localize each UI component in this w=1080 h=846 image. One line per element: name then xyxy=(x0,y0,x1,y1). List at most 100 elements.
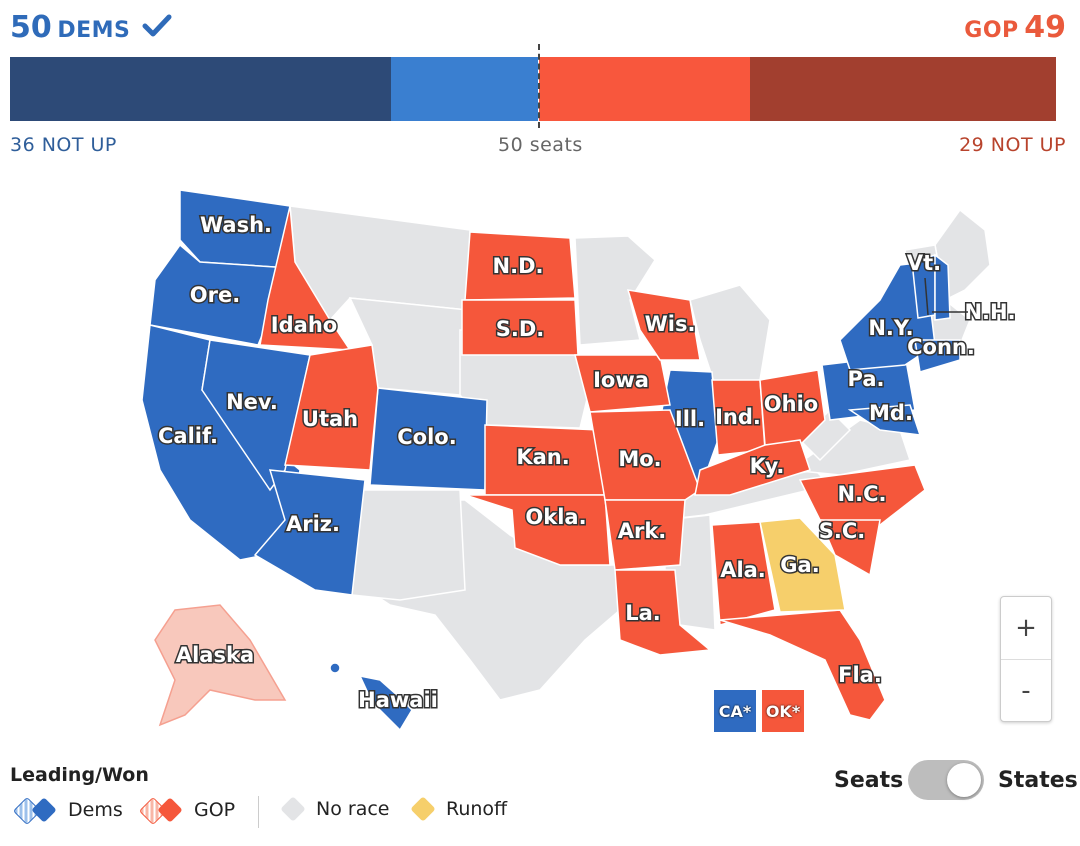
ca-special-badge[interactable]: CA* xyxy=(714,690,756,732)
gop-not-up-label: 29 NOT UP xyxy=(959,134,1066,156)
state-north-carolina[interactable] xyxy=(798,464,926,526)
state-south-carolina[interactable] xyxy=(818,519,881,577)
state-minnesota[interactable] xyxy=(574,235,656,346)
ok-special-badge[interactable]: OK* xyxy=(762,690,804,732)
state-florida[interactable] xyxy=(719,609,886,721)
state-hawaii-islet[interactable] xyxy=(329,662,341,674)
toggle-seats-label[interactable]: Seats xyxy=(834,768,904,793)
state-michigan[interactable] xyxy=(689,284,771,386)
zoom-controls: + - xyxy=(1000,596,1052,722)
label-ohio: Ohio xyxy=(764,392,818,416)
label-ind: Ind. xyxy=(715,405,761,429)
state-wyoming[interactable] xyxy=(348,297,469,396)
dem-header: 50 DEMS xyxy=(10,10,172,45)
legend-title: Leading/Won xyxy=(10,764,149,786)
dem-not-up-label: 36 NOT UP xyxy=(10,134,117,156)
legend-gop: GOP xyxy=(138,796,236,826)
seat-balance-bar xyxy=(10,57,1067,121)
state-utah[interactable] xyxy=(284,344,379,471)
label-vt: Vt. xyxy=(907,251,941,275)
seat-bar-dem-not-up xyxy=(10,57,391,121)
gop-header: GOP 49 xyxy=(964,10,1066,45)
state-arizona[interactable] xyxy=(253,469,366,596)
dem-diamond-icon xyxy=(12,796,60,826)
seats-states-toggle[interactable] xyxy=(908,760,984,800)
gop-diamond-icon xyxy=(138,796,186,826)
state-arkansas[interactable] xyxy=(604,499,686,571)
label-ala: Ala. xyxy=(720,558,766,582)
state-maryland[interactable] xyxy=(847,404,922,436)
state-connecticut[interactable] xyxy=(914,339,961,373)
label-wash: Wash. xyxy=(200,213,272,237)
check-icon xyxy=(142,14,172,37)
label-ny: N.Y. xyxy=(868,316,913,340)
majority-line xyxy=(538,44,540,128)
state-alaska[interactable] xyxy=(154,604,287,727)
label-pa: Pa. xyxy=(848,367,885,391)
legend-divider xyxy=(258,796,259,828)
seat-bar-dem-won xyxy=(390,57,539,121)
toggle-states-label[interactable]: States xyxy=(998,768,1078,793)
gop-label: GOP xyxy=(964,18,1019,43)
seat-bar-gop-not-up xyxy=(749,57,1057,121)
state-iowa[interactable] xyxy=(574,354,671,413)
legend-runoff-label: Runoff xyxy=(446,798,508,820)
legend-no-race: No race xyxy=(280,796,390,822)
state-north-dakota[interactable] xyxy=(464,231,576,301)
label-la: La. xyxy=(625,601,661,625)
legend-runoff: Runoff xyxy=(410,796,508,822)
label-kan: Kan. xyxy=(516,445,569,469)
label-ga: Ga. xyxy=(780,553,819,577)
no-race-diamond-icon xyxy=(280,796,306,822)
label-fla: Fla. xyxy=(838,663,882,687)
label-ark: Ark. xyxy=(618,519,667,543)
zoom-in-button[interactable]: + xyxy=(1001,597,1051,660)
state-wisconsin[interactable] xyxy=(626,289,701,361)
state-kentucky[interactable] xyxy=(694,439,811,496)
state-ohio[interactable] xyxy=(759,369,826,446)
dem-label: DEMS xyxy=(57,18,131,43)
label-sd: S.D. xyxy=(496,317,545,341)
label-nev: Nev. xyxy=(226,390,278,414)
label-ill: Ill. xyxy=(675,407,705,431)
label-nh: N.H. xyxy=(964,300,1015,324)
label-idaho: Idaho xyxy=(271,313,337,337)
legend-dems: Dems xyxy=(12,796,123,826)
midpoint-label: 50 seats xyxy=(498,134,583,156)
gop-seat-count: 49 xyxy=(1024,10,1066,45)
label-ore: Ore. xyxy=(190,283,240,307)
seat-bar-gop-won xyxy=(538,57,750,121)
state-oregon[interactable] xyxy=(149,243,292,346)
label-okla: Okla. xyxy=(525,505,586,529)
label-alaska: Alaska xyxy=(176,643,254,667)
state-alabama[interactable] xyxy=(711,521,776,626)
state-hawaii[interactable] xyxy=(358,674,413,732)
runoff-diamond-icon xyxy=(410,796,436,822)
state-georgia[interactable] xyxy=(759,517,846,613)
label-mo: Mo. xyxy=(618,447,661,471)
label-sc: S.C. xyxy=(819,519,866,543)
legend-gop-label: GOP xyxy=(194,799,236,821)
legend-no-race-label: No race xyxy=(316,798,390,820)
label-hawaii: Hawaii xyxy=(358,688,438,712)
dem-seat-count: 50 xyxy=(10,10,52,45)
label-wis: Wis. xyxy=(645,312,696,336)
label-colo: Colo. xyxy=(397,425,456,449)
state-new-mexico[interactable] xyxy=(351,489,466,601)
label-calif: Calif. xyxy=(158,424,218,448)
label-conn: Conn. xyxy=(907,335,975,359)
toggle-knob xyxy=(947,763,981,797)
label-iowa: Iowa xyxy=(593,368,649,392)
label-nd: N.D. xyxy=(493,254,544,278)
label-ky: Ky. xyxy=(750,454,785,478)
legend-dems-label: Dems xyxy=(68,799,123,821)
label-md: Md. xyxy=(869,401,913,425)
state-missouri[interactable] xyxy=(589,409,701,501)
zoom-out-button[interactable]: - xyxy=(1021,676,1031,706)
label-ariz: Ariz. xyxy=(286,512,340,536)
state-louisiana[interactable] xyxy=(614,569,712,656)
state-new-hampshire[interactable] xyxy=(934,253,951,321)
label-utah: Utah xyxy=(302,407,358,431)
label-nc: N.C. xyxy=(838,482,887,506)
